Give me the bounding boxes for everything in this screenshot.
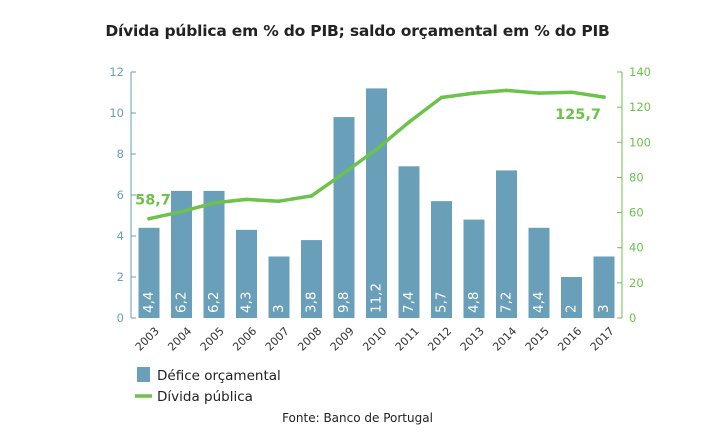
bar [268,256,290,318]
right-axis-tick-label: 60 [629,206,644,220]
line-point [439,95,444,100]
left-axis-tick-label: 2 [117,270,124,284]
bar-value-label: 9,8 [336,292,352,313]
left-axis-tick-label: 4 [117,229,124,243]
legend-label-bar: Défice orçamental [157,368,281,384]
bar [463,219,485,318]
bar-value-label: 6,2 [174,292,190,313]
x-axis-tick-label: 2015 [523,325,552,354]
bar [138,227,160,318]
right-axis-tick-label: 140 [629,65,651,79]
line-annotation-label: 58,7 [135,193,171,209]
bar [561,277,582,318]
line-series: 58,7 125,7 [135,88,606,221]
line-point [407,120,411,124]
chart-source: Fonte: Banco de Portugal [282,411,433,425]
legend: Défice orçamental Dívida pública [135,367,281,405]
line-point [569,90,574,95]
bar-value-label: 7,4 [401,292,417,313]
line-point [504,88,509,93]
bar [593,256,615,318]
x-axis-tick-label: 2014 [490,325,519,354]
line-point [277,199,281,203]
left-axis-tick-label: 8 [117,147,124,161]
bar-value-label: 6,2 [206,292,222,313]
bar [431,201,452,318]
right-axis-tick-label: 40 [629,241,644,255]
bar-value-label: 11,2 [369,283,385,313]
right-axis-tick-label: 0 [629,311,636,325]
legend-label-line: Dívida pública [157,389,253,405]
x-axis-tick-label: 2006 [230,325,259,354]
x-axis-tick-label: 2011 [393,325,422,354]
x-axis-tick-label: 2008 [295,325,324,354]
x-axis-tick-label: 2007 [263,325,292,354]
x-axis-tick-label: 2017 [588,325,617,354]
line-point [212,201,216,205]
x-axis-tick-label: 2016 [555,325,584,354]
x-axis-tick-label: 2012 [425,325,454,354]
line-point [537,91,541,95]
right-axis-tick-label: 100 [629,135,651,149]
left-axis-tick-label: 10 [109,106,124,120]
x-axis-tick-label: 2005 [198,325,227,354]
bar-value-label: 4,8 [466,292,482,313]
right-axis-tick-label: 20 [629,276,644,290]
bar-value-label: 3 [596,304,612,313]
line-point [602,95,606,99]
right-axis-tick-label: 80 [629,170,644,184]
left-axis: 0 2 4 6 8 10 12 [109,65,136,325]
bar-value-label: 4,3 [239,292,255,313]
bar-series: 4,4 6,2 6,2 4,3 3 3,8 9,8 11,2 7,4 5,7 4,8 7,2 4,4 2 3 [138,88,615,319]
bar-value-label: 4,4 [141,292,157,313]
line-point [147,216,151,221]
bar [398,166,420,318]
right-axis-tick-label: 120 [629,100,651,114]
left-axis-tick-label: 0 [117,311,124,325]
bar [496,170,517,318]
chart-title: Dívida pública em % do PIB; saldo orçame… [105,22,610,40]
bar-value-label: 5,7 [434,292,450,313]
x-axis-tick-label: 2009 [328,325,357,354]
line-point [472,91,476,95]
bar-value-label: 2 [564,304,580,313]
bar [236,229,257,318]
bar-value-label: 3,8 [304,292,320,313]
bar [171,190,192,318]
legend-swatch-bar [137,367,150,382]
bar-value-label: 3 [271,304,287,313]
x-axis-tick-label: 2010 [360,325,389,354]
bar-value-label: 4,4 [531,292,547,313]
left-axis-tick-label: 6 [117,188,124,202]
x-axis-tick-label: 2003 [133,325,162,354]
bar-value-label: 7,2 [499,292,515,313]
line-point [309,194,314,198]
bar [301,240,322,318]
x-axis-tick-label: 2004 [165,325,194,354]
x-axis-tick-label: 2013 [458,325,487,354]
right-axis: 0 20 40 60 80 100 120 140 [617,65,651,325]
line-point [342,171,346,175]
bar [333,117,355,318]
line-annotation-label: 125,7 [555,107,601,123]
line-point [374,147,379,152]
line-point [179,209,184,214]
bar [203,190,225,318]
line-point [244,197,249,202]
left-axis-tick-label: 12 [109,65,124,79]
x-axis-labels: 2003 2004 2005 2006 2007 2008 2009 2010 2011 2012… [133,325,617,354]
bar [528,227,550,318]
